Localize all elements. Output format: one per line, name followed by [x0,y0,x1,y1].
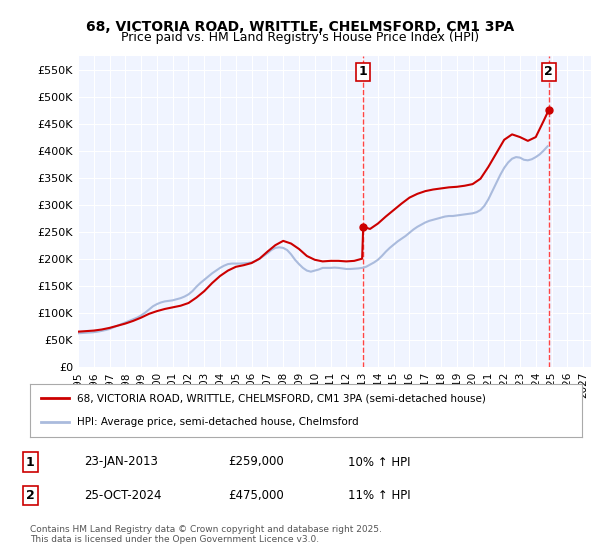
Text: 23-JAN-2013: 23-JAN-2013 [84,455,158,469]
Text: 68, VICTORIA ROAD, WRITTLE, CHELMSFORD, CM1 3PA: 68, VICTORIA ROAD, WRITTLE, CHELMSFORD, … [86,20,514,34]
Text: 10% ↑ HPI: 10% ↑ HPI [348,455,410,469]
Text: 68, VICTORIA ROAD, WRITTLE, CHELMSFORD, CM1 3PA (semi-detached house): 68, VICTORIA ROAD, WRITTLE, CHELMSFORD, … [77,394,486,404]
Text: HPI: Average price, semi-detached house, Chelmsford: HPI: Average price, semi-detached house,… [77,417,359,427]
Text: Contains HM Land Registry data © Crown copyright and database right 2025.
This d: Contains HM Land Registry data © Crown c… [30,525,382,544]
Text: 11% ↑ HPI: 11% ↑ HPI [348,489,410,502]
Text: 2: 2 [544,65,553,78]
Text: 2: 2 [26,489,34,502]
Text: 25-OCT-2024: 25-OCT-2024 [84,489,161,502]
Text: £259,000: £259,000 [228,455,284,469]
Text: Price paid vs. HM Land Registry's House Price Index (HPI): Price paid vs. HM Land Registry's House … [121,31,479,44]
Text: £475,000: £475,000 [228,489,284,502]
Text: 1: 1 [359,65,368,78]
Text: 1: 1 [26,455,34,469]
